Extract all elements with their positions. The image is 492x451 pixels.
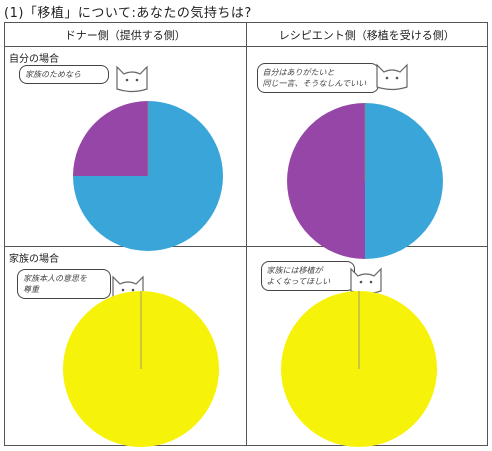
- panel-donor-self: 自分の場合 家族のためなら: [4, 46, 247, 252]
- comment-text: 自分はありがたいと 同じ一言、そうなしんでいい: [262, 68, 367, 89]
- comment-bubble: 家族のためなら: [19, 65, 109, 85]
- row-label-self: 自分の場合: [9, 54, 59, 66]
- panel-recipient-self: 自分はありがたいと 同じ一言、そうなしんでいい: [245, 46, 488, 260]
- cat-face-icon: [375, 63, 408, 91]
- pie-slice: [73, 101, 148, 177]
- feelings-table: ドナー側（提供する側） レシピエント側（移植を受ける側） 自分の場合 家族のため…: [4, 21, 488, 447]
- column-header-recipient: レシピエント側（移植を受ける側）: [245, 21, 488, 48]
- panel-recipient-family: 家族には移植が よくなってほしい: [245, 245, 488, 447]
- pie-chart-donor-self: [73, 101, 223, 252]
- pie-chart-donor-family: [63, 290, 219, 447]
- pie-chart-recipient-self: [286, 103, 443, 260]
- comment-bubble: 家族には移植が よくなってほしい: [260, 260, 355, 291]
- cat-face-icon: [116, 65, 148, 93]
- comment-text: 家族本人の意思を 尊重: [23, 273, 87, 294]
- pie-slice: [286, 103, 365, 260]
- comment-bubble: 家族本人の意思を 尊重: [17, 268, 111, 299]
- column-header-donor: ドナー側（提供する側）: [4, 21, 247, 48]
- panel-donor-family: 家族の場合 家族本人の意思を 尊重: [4, 245, 247, 447]
- page-title: (1)「移植」について:あなたの気持ちは?: [4, 6, 252, 21]
- comment-text: 家族には移植が よくなってほしい: [266, 265, 331, 286]
- pie-slice: [364, 103, 443, 260]
- row-label-family: 家族の場合: [9, 253, 59, 265]
- comment-bubble: 自分はありがたいと 同じ一言、そうなしんでいい: [256, 63, 379, 94]
- pie-chart-recipient-family: [280, 290, 437, 447]
- comment-text: 家族のためなら: [25, 70, 81, 80]
